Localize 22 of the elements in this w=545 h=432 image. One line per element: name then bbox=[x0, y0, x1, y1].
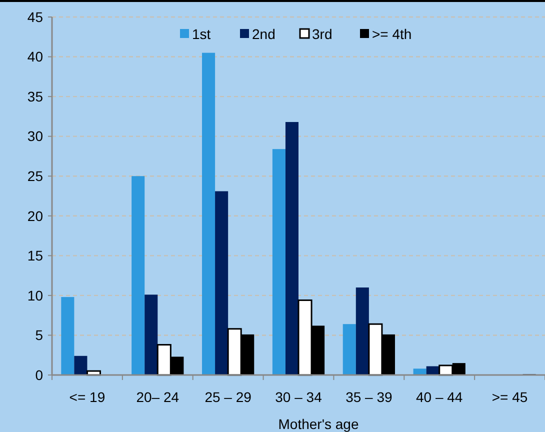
legend-label: 3rd bbox=[312, 26, 332, 42]
x-tick-label: 20– 24 bbox=[136, 389, 180, 405]
x-tick-label: <= 19 bbox=[69, 389, 106, 405]
y-tick-label: 5 bbox=[35, 327, 44, 344]
y-tick-label: 15 bbox=[27, 248, 44, 264]
legend-label: >= 4th bbox=[372, 26, 412, 42]
y-tick-label: 35 bbox=[27, 88, 44, 104]
legend-label: 2nd bbox=[252, 26, 276, 42]
y-tick-label: 40 bbox=[27, 48, 44, 65]
x-tick-label: 40 – 44 bbox=[416, 389, 463, 405]
y-tick-label: 10 bbox=[27, 287, 44, 304]
y-tick-label: 30 bbox=[27, 128, 44, 144]
x-tick-label: 25 – 29 bbox=[204, 389, 252, 405]
y-tick-label: 20 bbox=[27, 208, 44, 224]
y-tick-label: 0 bbox=[35, 366, 44, 383]
legend-label: 1st bbox=[192, 26, 211, 42]
x-tick-label: >= 45 bbox=[492, 389, 528, 405]
y-tick-label: 45 bbox=[27, 8, 44, 25]
y-tick-label: 25 bbox=[27, 168, 44, 184]
x-tick-label: 30 – 34 bbox=[275, 389, 322, 405]
x-axis-title: Mother's age bbox=[278, 416, 359, 432]
x-tick-label: 35 – 39 bbox=[346, 389, 392, 405]
